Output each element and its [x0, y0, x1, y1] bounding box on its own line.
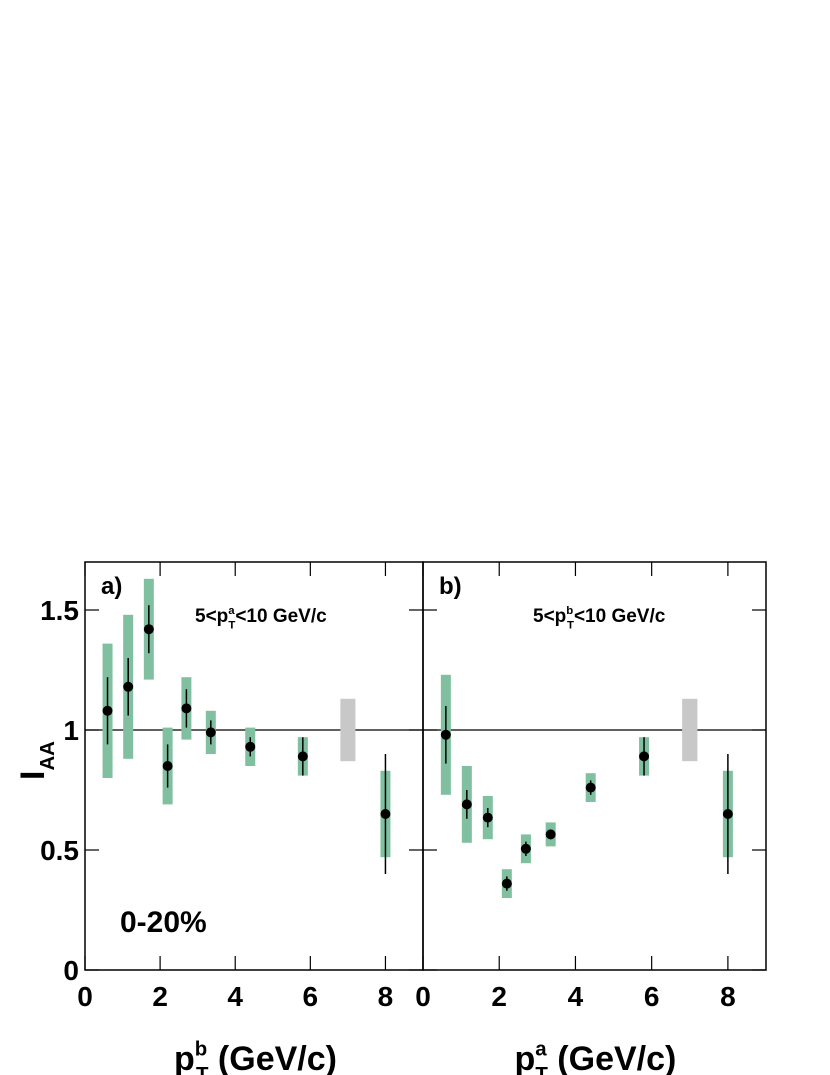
y-tick-label: 0 — [63, 955, 79, 986]
x-tick-label: 6 — [303, 981, 319, 1012]
label-sub: T — [228, 619, 235, 631]
data-point — [162, 761, 173, 771]
data-point — [123, 681, 134, 692]
label: pbT (GeV/c) — [174, 1039, 337, 1075]
label-sub: T — [535, 1064, 548, 1075]
data-point — [722, 809, 733, 819]
data-point — [520, 843, 531, 854]
data-point — [143, 624, 154, 635]
label: 5<pa T<10 GeV/c — [195, 605, 327, 631]
label-part: (GeV/c) — [548, 1040, 676, 1075]
label-part: <10 GeV/c — [235, 606, 327, 627]
label-sub: T — [567, 619, 574, 631]
x-tick-label: 0 — [415, 981, 431, 1012]
data-point — [181, 703, 192, 714]
x-tick-label: 4 — [227, 981, 243, 1012]
x-tick-label: 8 — [378, 981, 394, 1012]
label-part: p — [174, 1040, 195, 1075]
data-point — [482, 812, 493, 823]
label: IAA — [14, 741, 59, 780]
label-part: I — [14, 771, 52, 780]
panel-label: b) — [439, 573, 462, 600]
data-point — [102, 705, 113, 716]
label-part: (GeV/c) — [208, 1040, 336, 1075]
label-part: p — [515, 1040, 536, 1075]
x-tick-label: 2 — [491, 981, 507, 1012]
label: paT (GeV/c) — [515, 1039, 677, 1075]
label-sup: a — [535, 1039, 547, 1061]
y-tick-label: 1 — [63, 715, 79, 746]
data-point — [461, 799, 472, 810]
data-point — [585, 782, 596, 793]
data-point — [639, 751, 650, 762]
x-tick-label: 0 — [77, 981, 93, 1012]
label-sub: T — [196, 1064, 209, 1075]
y-tick-label: 1.5 — [40, 595, 79, 626]
label-part: 5<p — [195, 606, 228, 627]
plot-frame — [422, 561, 767, 971]
centrality-label: 0-20% — [120, 906, 207, 939]
data-point — [501, 878, 512, 889]
x-tick-label: 4 — [568, 981, 584, 1012]
x-tick-label: 6 — [644, 981, 660, 1012]
label-sup: b — [195, 1039, 207, 1061]
data-point — [440, 729, 451, 740]
y-tick-label: 0.5 — [40, 835, 79, 866]
data-point — [245, 741, 256, 752]
norm-uncertainty-box — [340, 698, 356, 762]
panel-label: a) — [101, 573, 122, 600]
norm-uncertainty-box — [682, 698, 698, 762]
x-tick-label: 2 — [152, 981, 168, 1012]
data-point — [545, 829, 556, 840]
label: 5<pb T<10 GeV/c — [533, 605, 666, 631]
label-part: 5<p — [533, 606, 566, 627]
label-sub: AA — [37, 741, 59, 771]
label-part: <10 GeV/c — [574, 606, 666, 627]
data-point — [380, 809, 391, 819]
label-sup: a — [228, 605, 235, 617]
data-point — [205, 727, 216, 738]
data-point — [297, 751, 308, 762]
label-sup: b — [566, 605, 573, 617]
x-tick-label: 8 — [720, 981, 736, 1012]
